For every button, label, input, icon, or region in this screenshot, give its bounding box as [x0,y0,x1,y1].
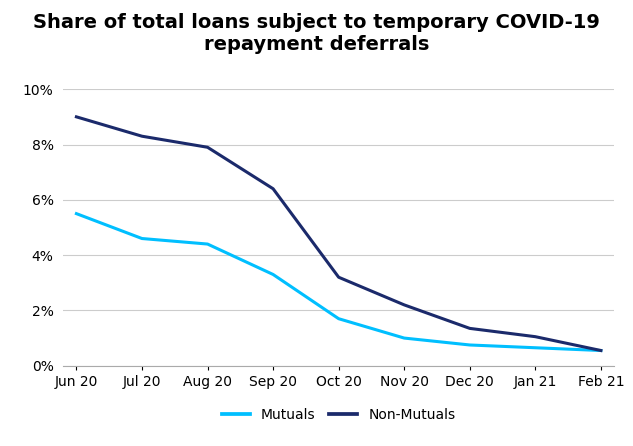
Legend: Mutuals, Non-Mutuals: Mutuals, Non-Mutuals [216,403,461,428]
Text: Share of total loans subject to temporary COVID-19
repayment deferrals: Share of total loans subject to temporar… [33,13,600,54]
